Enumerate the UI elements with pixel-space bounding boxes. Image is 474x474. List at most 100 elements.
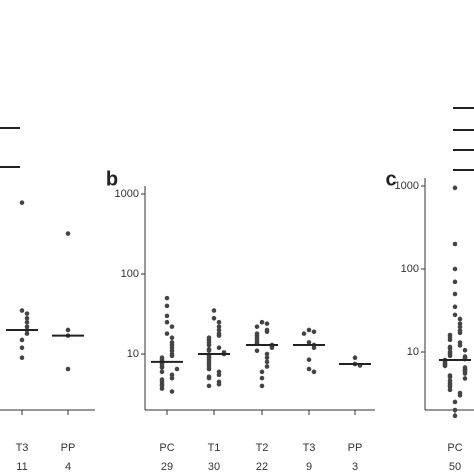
data-point: [452, 312, 458, 318]
count-label: 9: [306, 461, 312, 473]
data-point: [19, 200, 25, 205]
data-point: [169, 353, 175, 359]
y-tick-label: 100: [121, 268, 139, 280]
count-label: 22: [256, 461, 268, 473]
data-point: [259, 375, 265, 381]
data-point: [206, 375, 212, 381]
data-point: [216, 327, 222, 333]
data-point: [164, 319, 170, 325]
data-point: [264, 364, 270, 369]
data-point: [65, 327, 71, 333]
data-point: [65, 366, 71, 372]
data-point: [447, 337, 453, 343]
data-point: [254, 348, 260, 354]
data-point: [169, 348, 175, 354]
y-tick-label: 1000: [115, 188, 139, 200]
data-point: [174, 366, 180, 372]
count-label: 50: [449, 461, 461, 473]
data-point: [442, 363, 448, 369]
y-tick-label: 10: [407, 346, 419, 358]
x-tick-label: PP: [61, 442, 76, 454]
data-point: [457, 316, 463, 322]
data-point: [169, 372, 175, 378]
data-point: [19, 308, 25, 313]
data-point: [264, 321, 270, 326]
data-point: [216, 345, 222, 351]
data-point: [301, 331, 307, 336]
data-point: [269, 345, 275, 351]
data-point: [24, 319, 30, 325]
data-point: [447, 374, 453, 380]
data-point: [259, 319, 265, 325]
data-point: [159, 369, 165, 375]
data-point: [19, 355, 25, 361]
x-tick-label: T2: [256, 442, 269, 454]
y-tick-label: 10: [127, 348, 139, 360]
data-point: [457, 343, 463, 348]
count-label: 29: [161, 461, 173, 473]
data-point: [164, 313, 170, 319]
count-label: 3: [352, 461, 358, 473]
data-point: [206, 383, 212, 389]
data-point: [264, 359, 270, 365]
data-point: [206, 342, 212, 348]
data-point: [24, 331, 30, 336]
x-tick-label: PP: [348, 442, 363, 454]
data-point: [216, 319, 222, 325]
data-point: [211, 308, 217, 313]
data-point: [216, 324, 222, 329]
data-point: [259, 383, 265, 389]
data-point: [452, 266, 458, 272]
data-point: [259, 369, 265, 375]
data-point: [452, 185, 458, 191]
data-point: [306, 327, 312, 333]
data-point: [306, 340, 312, 345]
data-point: [169, 324, 175, 329]
data-point: [169, 335, 175, 341]
data-point: [264, 329, 270, 335]
data-point: [159, 386, 165, 391]
data-point: [24, 324, 30, 329]
data-point: [164, 331, 170, 336]
data-point: [452, 291, 458, 297]
count-label: 4: [65, 461, 71, 473]
y-tick-label: 1000: [395, 180, 419, 192]
x-tick-label: PC: [159, 442, 174, 454]
data-point: [19, 337, 25, 343]
panel-label: b: [106, 168, 118, 190]
data-point: [452, 399, 458, 405]
count-label: 30: [208, 461, 220, 473]
data-point: [311, 345, 317, 351]
data-point: [169, 375, 175, 381]
data-point: [457, 330, 463, 336]
data-point: [311, 329, 317, 335]
x-tick-label: T3: [16, 442, 29, 454]
data-point: [452, 241, 458, 247]
data-point: [216, 372, 222, 378]
data-point: [65, 231, 71, 236]
data-point: [306, 366, 312, 372]
data-point: [254, 324, 260, 329]
data-point: [19, 345, 25, 351]
data-point: [452, 279, 458, 285]
data-point: [457, 393, 463, 398]
data-point: [457, 324, 463, 330]
data-point: [452, 304, 458, 310]
panel-label: c: [385, 168, 396, 190]
data-point: [462, 371, 468, 376]
data-point: [457, 321, 463, 326]
data-point: [211, 315, 217, 321]
data-point: [164, 295, 170, 301]
data-point: [452, 407, 458, 413]
data-point: [164, 303, 170, 309]
x-tick-label: T3: [303, 442, 316, 454]
x-tick-label: T1: [208, 442, 221, 454]
data-point: [24, 311, 30, 316]
data-point: [24, 315, 30, 321]
data-point: [264, 351, 270, 357]
data-point: [462, 376, 468, 381]
data-point: [206, 348, 212, 354]
x-tick-label: PC: [447, 442, 462, 454]
data-point: [159, 365, 165, 370]
